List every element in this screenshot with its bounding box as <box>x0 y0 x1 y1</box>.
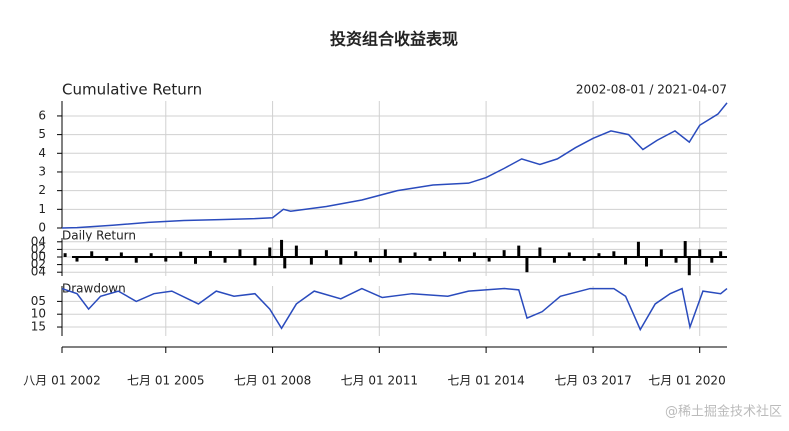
line <box>61 287 728 332</box>
y-tick-label: 2 <box>38 183 46 197</box>
x-tick-label: 七月 01 2005 <box>127 374 204 388</box>
page-title: 投资组合收益表现 <box>330 30 458 49</box>
panel-title: Drawdown <box>62 282 126 296</box>
y-tick-label: 3 <box>38 164 46 178</box>
y-tick-label: 6 <box>38 108 46 122</box>
y-tick-label: 0 <box>38 221 46 235</box>
panel-title: Cumulative Return <box>62 81 202 99</box>
line <box>61 102 728 229</box>
y-tick-label: 15 <box>31 320 46 334</box>
x-tick-label: 七月 01 2011 <box>341 374 418 388</box>
x-tick-label: 七月 01 2008 <box>234 374 311 388</box>
x-tick-label: 七月 03 2017 <box>554 374 631 388</box>
watermark: @稀土掘金技术社区 <box>665 404 782 420</box>
y-tick-label: 1 <box>38 202 46 216</box>
x-tick-label: 七月 01 2014 <box>447 374 524 388</box>
y-tick-label: 00 <box>31 250 46 264</box>
panel-title: Daily Return <box>62 229 136 243</box>
y-tick-label: 04 <box>31 234 46 248</box>
y-tick-label: 05 <box>31 294 46 308</box>
y-tick-label: 5 <box>38 127 46 141</box>
y-tick-label: 02 <box>31 257 46 271</box>
y-tick-label: 10 <box>31 307 46 321</box>
x-tick-label: 七月 01 2020 <box>648 374 725 388</box>
y-tick-label: 04 <box>31 265 46 279</box>
y-tick-label: 4 <box>38 146 46 160</box>
panel-subtitle: 2002-08-01 / 2021-04-07 <box>576 83 727 97</box>
y-tick-label: 02 <box>31 242 46 256</box>
x-tick-label: 八月 01 2002 <box>23 374 100 388</box>
